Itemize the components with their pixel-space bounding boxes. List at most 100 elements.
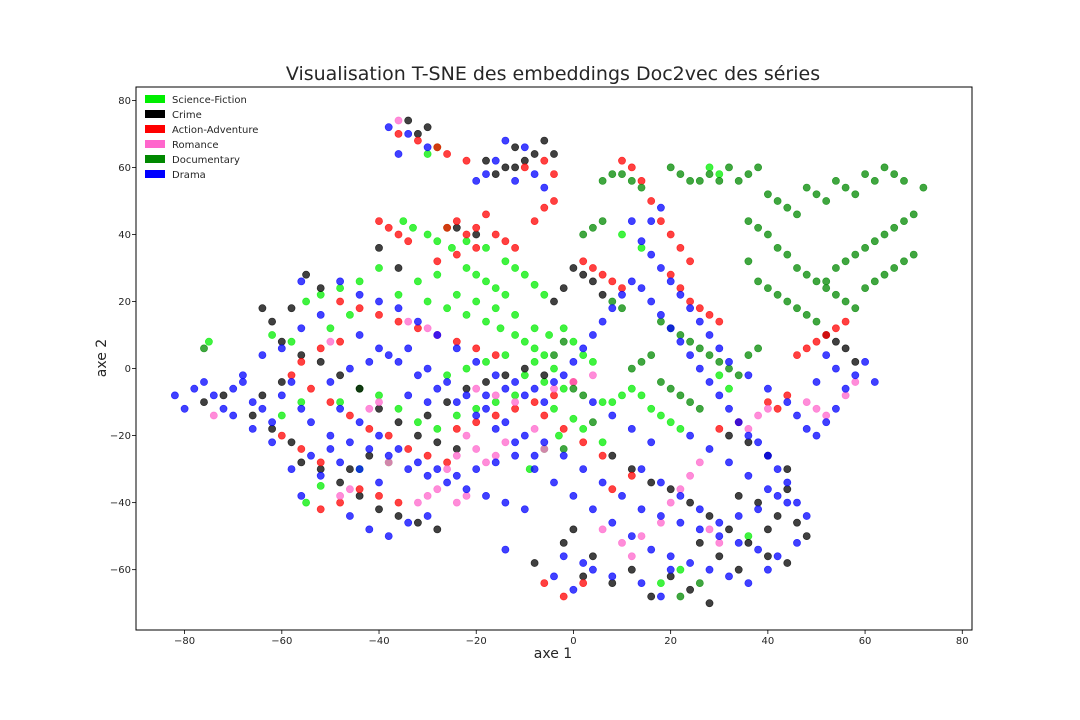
data-point (482, 357, 490, 366)
data-point (472, 230, 481, 239)
data-point (423, 123, 432, 132)
data-point (569, 384, 578, 393)
data-point (501, 438, 510, 447)
data-point (608, 398, 617, 406)
data-point (496, 324, 505, 333)
data-point (530, 217, 539, 225)
data-point (200, 378, 208, 386)
data-point (725, 404, 733, 413)
data-point (491, 424, 500, 433)
data-point (394, 512, 403, 520)
legend-swatch (145, 95, 165, 103)
data-point (832, 337, 840, 346)
data-point (530, 324, 539, 333)
data-point (530, 384, 539, 393)
data-point (355, 418, 364, 427)
data-point (764, 398, 772, 406)
data-point (608, 297, 617, 306)
data-point (812, 337, 821, 346)
data-point (550, 404, 558, 413)
data-point (316, 471, 325, 480)
data-point (598, 270, 607, 279)
data-point (404, 317, 413, 326)
data-point (618, 230, 626, 239)
data-point (307, 384, 315, 393)
data-point (559, 371, 568, 380)
data-point (375, 391, 383, 400)
data-point (686, 559, 694, 567)
data-point (472, 411, 481, 420)
data-point (666, 384, 675, 393)
data-point (530, 150, 539, 158)
data-point (802, 532, 811, 540)
data-point (618, 290, 626, 299)
data-point (550, 384, 558, 393)
data-point (822, 418, 831, 427)
data-point (627, 217, 636, 225)
data-point (686, 176, 694, 185)
data-point (336, 491, 344, 500)
data-point (443, 304, 451, 313)
data-point (384, 458, 393, 467)
data-point (530, 398, 539, 406)
data-point (501, 351, 510, 359)
data-point (375, 217, 383, 225)
data-point (627, 277, 636, 286)
data-point (316, 310, 325, 319)
data-point (598, 217, 607, 225)
data-point (336, 398, 344, 406)
data-point (569, 264, 578, 272)
x-tick-label: 60 (859, 636, 872, 647)
x-tick-label: −80 (174, 636, 195, 647)
data-point (355, 384, 364, 393)
data-point (423, 324, 432, 333)
data-point (530, 357, 539, 366)
data-point (725, 163, 733, 172)
data-point (248, 398, 257, 406)
data-point (413, 324, 422, 333)
data-point (822, 197, 831, 205)
legend-label: Drama (172, 170, 206, 181)
data-point (666, 565, 675, 574)
data-point (666, 270, 675, 279)
data-point (773, 552, 782, 561)
data-point (627, 471, 636, 480)
data-point (802, 183, 811, 192)
data-point (676, 391, 685, 400)
x-tick-label: −20 (466, 636, 487, 647)
data-point (316, 465, 325, 473)
data-point (520, 364, 529, 373)
data-point (375, 478, 383, 487)
data-point (598, 438, 607, 447)
data-point (452, 337, 461, 346)
data-point (559, 324, 568, 333)
data-point (287, 337, 296, 346)
data-point (695, 304, 704, 313)
data-point (491, 411, 500, 420)
data-point (404, 116, 413, 125)
data-point (462, 384, 471, 393)
data-point (394, 404, 403, 413)
x-axis-ticks: −80 −60 −40 −20 0 20 40 60 80 (174, 630, 969, 647)
data-point (462, 491, 471, 500)
data-point (540, 203, 549, 212)
data-point (472, 404, 481, 413)
data-point (559, 337, 568, 346)
data-point (841, 344, 850, 353)
data-point (491, 170, 500, 178)
data-point (501, 136, 510, 145)
data-point (559, 592, 568, 601)
data-point (219, 391, 228, 400)
legend-item: Documentary (145, 155, 240, 166)
data-point (686, 431, 694, 440)
data-point (365, 404, 374, 413)
data-point (399, 217, 408, 225)
data-point (764, 230, 772, 239)
data-point (413, 458, 422, 467)
data-point (384, 431, 393, 440)
data-point (530, 170, 539, 178)
data-point (695, 404, 704, 413)
data-point (501, 384, 510, 393)
data-point (501, 418, 510, 427)
data-point (394, 116, 403, 125)
